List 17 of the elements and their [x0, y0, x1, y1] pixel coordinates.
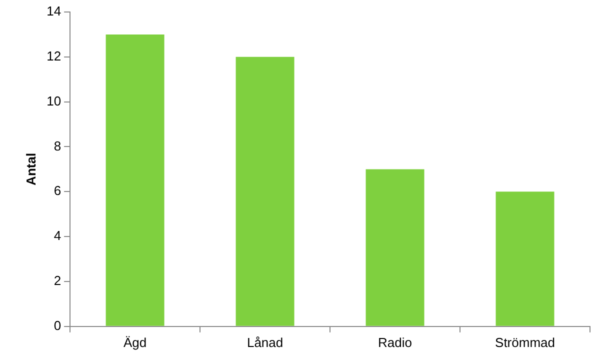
y-tick-label: 2 — [54, 273, 62, 288]
y-tick-label: 10 — [46, 93, 62, 108]
y-tick-label: 4 — [54, 228, 62, 244]
x-tick-label: Ägd — [123, 334, 147, 350]
y-tick-label: 0 — [54, 318, 62, 333]
bar — [106, 34, 164, 326]
bar — [366, 169, 424, 326]
bar — [236, 56, 294, 326]
y-tick-label: 8 — [54, 138, 62, 154]
y-tick-label: 6 — [54, 183, 62, 198]
x-tick-label: Strömmad — [495, 334, 555, 350]
x-tick-label: Lånad — [246, 334, 284, 350]
y-tick-label: 14 — [46, 4, 62, 19]
bar — [496, 192, 554, 326]
y-axis-title: Antal — [23, 152, 38, 186]
x-tick-label: Radio — [378, 334, 412, 350]
y-tick-label: 12 — [46, 48, 62, 64]
